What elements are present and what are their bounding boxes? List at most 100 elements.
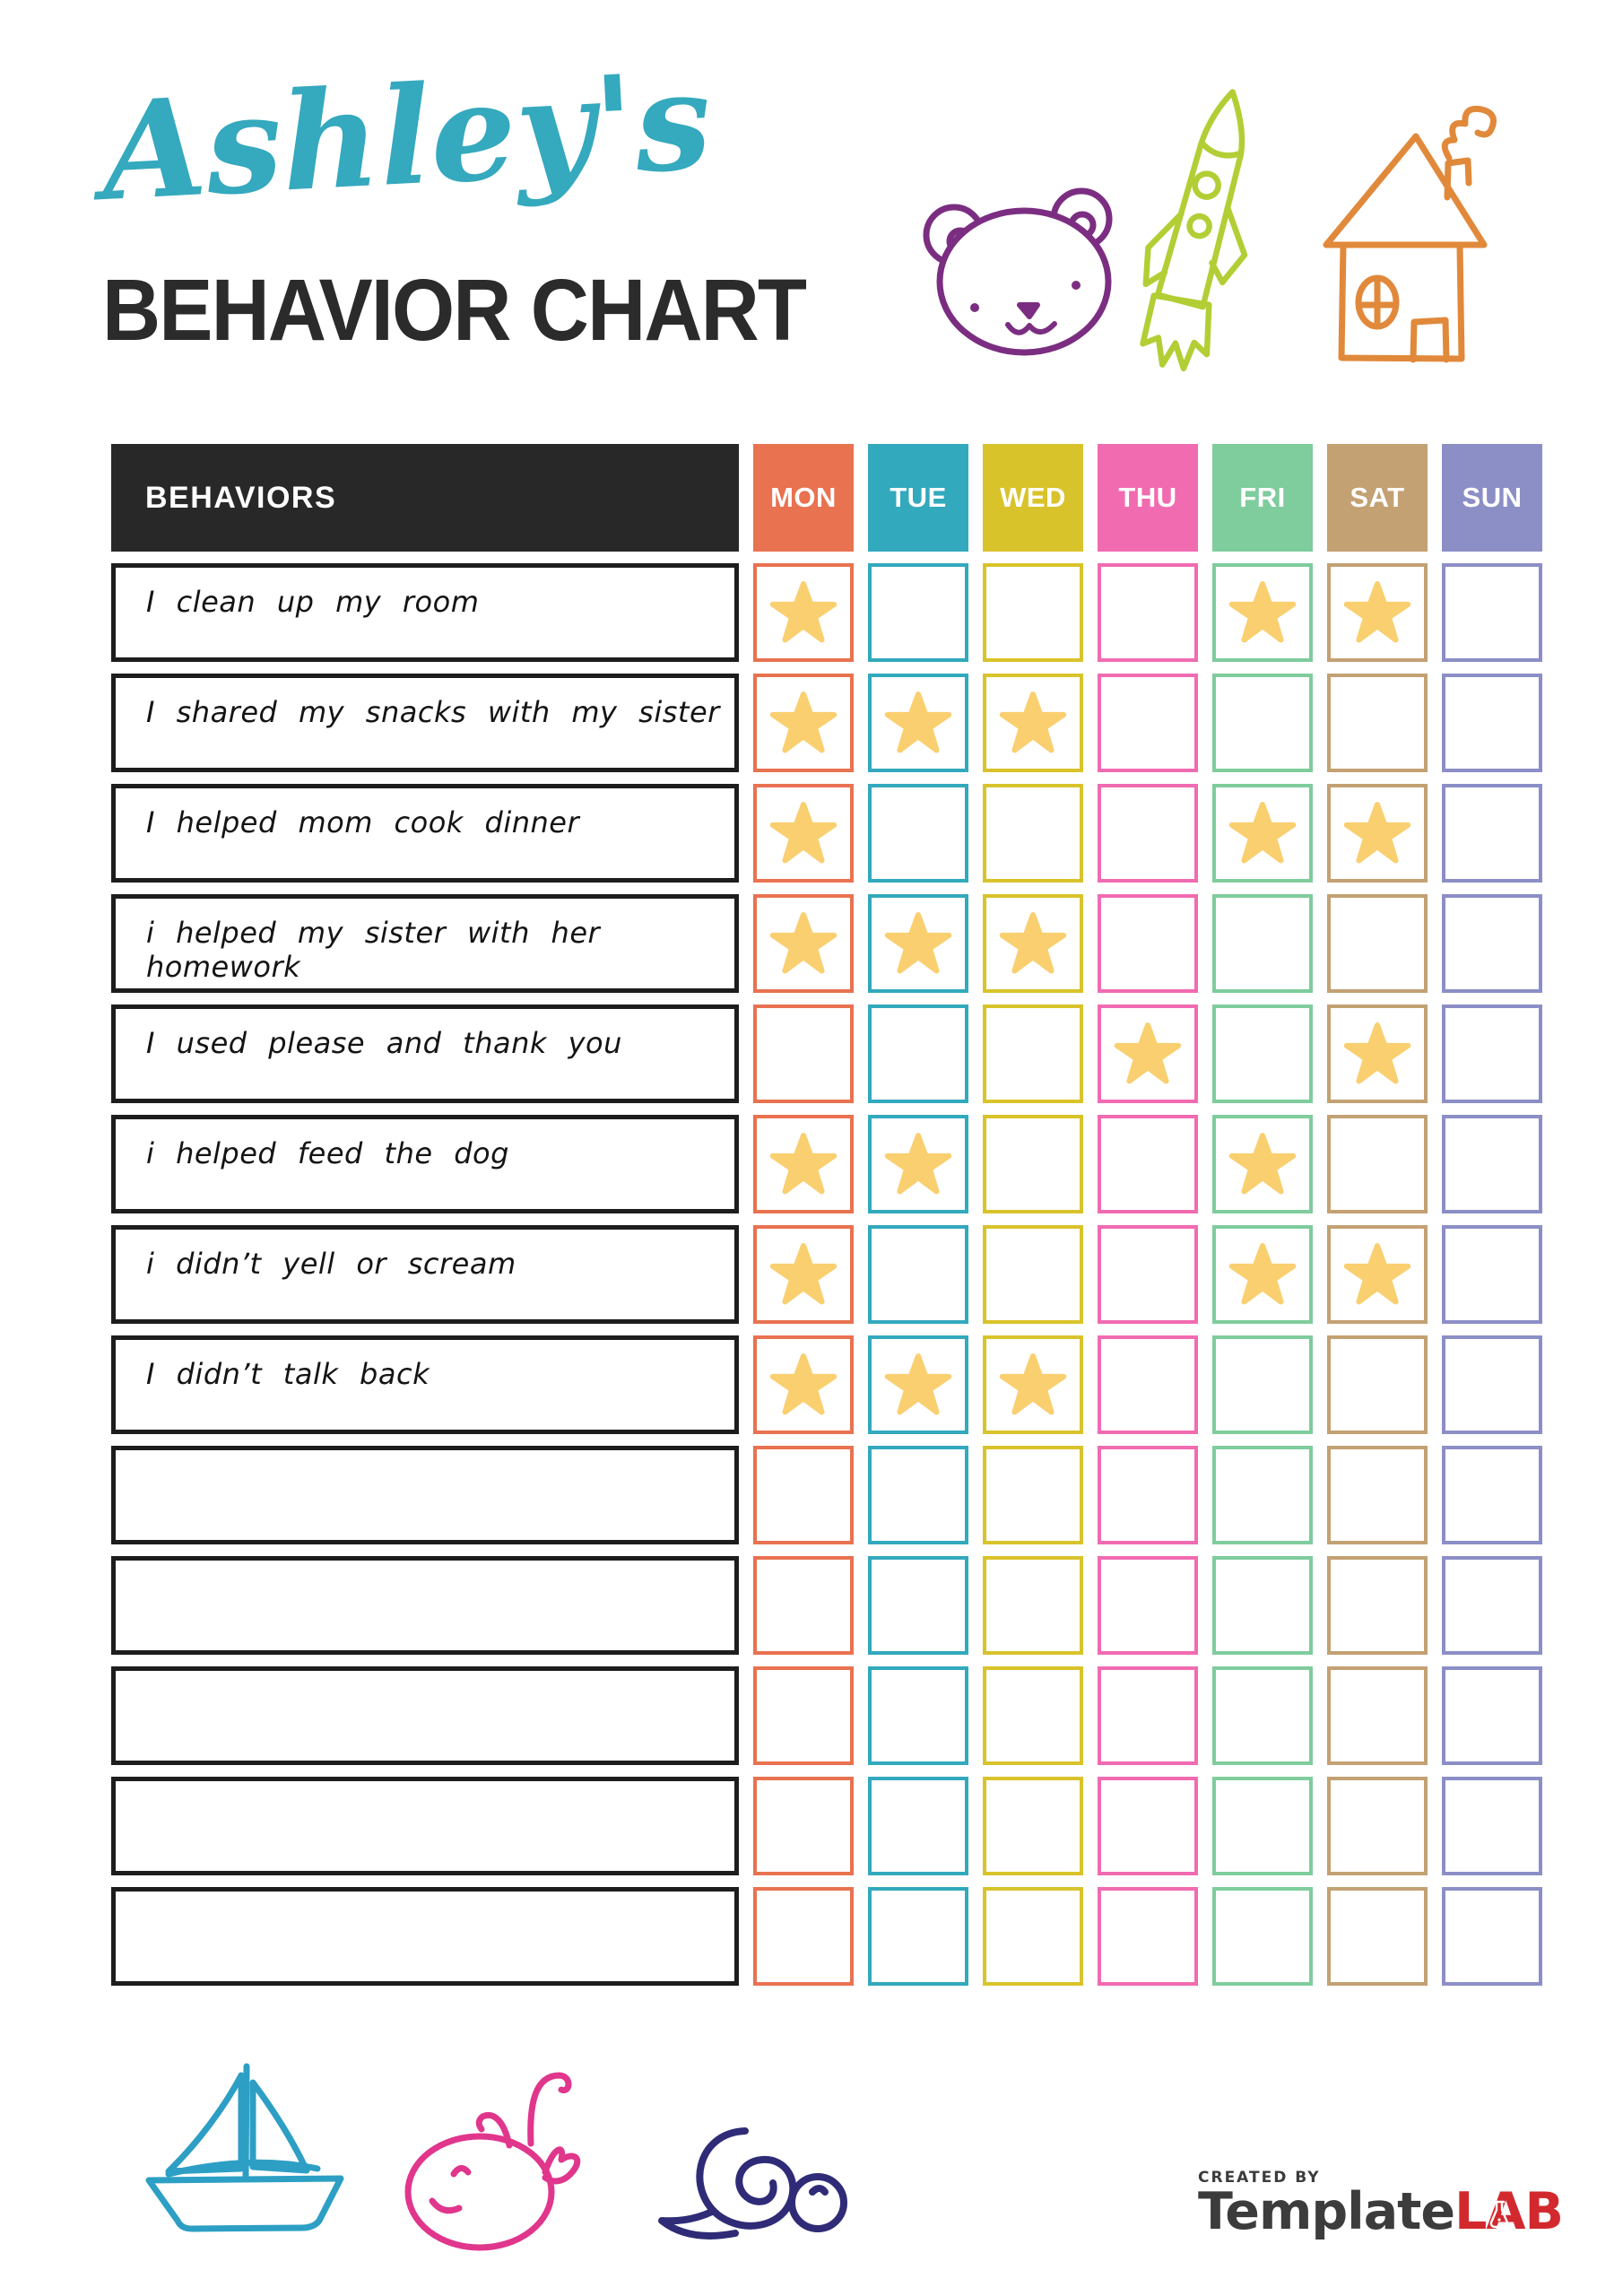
cell-r4-fri[interactable] (1212, 894, 1313, 993)
cell-r9-thu[interactable] (1098, 1446, 1198, 1544)
cell-r7-fri[interactable] (1212, 1225, 1313, 1324)
cell-r8-sat[interactable] (1327, 1335, 1428, 1434)
cell-r2-sat[interactable] (1327, 674, 1428, 772)
cell-r11-sat[interactable] (1327, 1666, 1428, 1765)
cell-r12-tue[interactable] (868, 1777, 968, 1875)
cell-r10-thu[interactable] (1098, 1556, 1198, 1655)
cell-r2-sun[interactable] (1442, 674, 1542, 772)
behavior-cell-r12[interactable] (111, 1777, 739, 1875)
cell-r10-fri[interactable] (1212, 1556, 1313, 1655)
cell-r5-sun[interactable] (1442, 1004, 1542, 1103)
cell-r8-mon[interactable] (753, 1335, 854, 1434)
cell-r6-wed[interactable] (983, 1115, 1083, 1213)
cell-r12-mon[interactable] (753, 1777, 854, 1875)
cell-r3-fri[interactable] (1212, 784, 1313, 883)
cell-r7-tue[interactable] (868, 1225, 968, 1324)
cell-r1-sun[interactable] (1442, 563, 1542, 662)
cell-r7-sat[interactable] (1327, 1225, 1428, 1324)
cell-r6-sat[interactable] (1327, 1115, 1428, 1213)
cell-r2-fri[interactable] (1212, 674, 1313, 772)
cell-r11-sun[interactable] (1442, 1666, 1542, 1765)
cell-r5-fri[interactable] (1212, 1004, 1313, 1103)
cell-r11-tue[interactable] (868, 1666, 968, 1765)
cell-r4-mon[interactable] (753, 894, 854, 993)
cell-r13-mon[interactable] (753, 1887, 854, 1986)
behavior-cell-r1[interactable]: I clean up my room (111, 563, 739, 662)
cell-r2-wed[interactable] (983, 674, 1083, 772)
cell-r5-tue[interactable] (868, 1004, 968, 1103)
behavior-cell-r6[interactable]: i helped feed the dog (111, 1115, 739, 1213)
cell-r7-sun[interactable] (1442, 1225, 1542, 1324)
cell-r4-thu[interactable] (1098, 894, 1198, 993)
cell-r9-tue[interactable] (868, 1446, 968, 1544)
cell-r12-thu[interactable] (1098, 1777, 1198, 1875)
cell-r10-mon[interactable] (753, 1556, 854, 1655)
behavior-cell-r5[interactable]: I used please and thank you (111, 1004, 739, 1103)
cell-r1-tue[interactable] (868, 563, 968, 662)
cell-r3-wed[interactable] (983, 784, 1083, 883)
cell-r5-thu[interactable] (1098, 1004, 1198, 1103)
cell-r2-tue[interactable] (868, 674, 968, 772)
cell-r13-fri[interactable] (1212, 1887, 1313, 1986)
cell-r1-mon[interactable] (753, 563, 854, 662)
behavior-cell-r7[interactable]: i didn’t yell or scream (111, 1225, 739, 1324)
cell-r10-sun[interactable] (1442, 1556, 1542, 1655)
behavior-cell-r3[interactable]: I helped mom cook dinner (111, 784, 739, 883)
cell-r7-mon[interactable] (753, 1225, 854, 1324)
cell-r1-fri[interactable] (1212, 563, 1313, 662)
cell-r3-tue[interactable] (868, 784, 968, 883)
cell-r2-mon[interactable] (753, 674, 854, 772)
cell-r11-thu[interactable] (1098, 1666, 1198, 1765)
cell-r13-wed[interactable] (983, 1887, 1083, 1986)
cell-r10-tue[interactable] (868, 1556, 968, 1655)
cell-r8-tue[interactable] (868, 1335, 968, 1434)
cell-r9-wed[interactable] (983, 1446, 1083, 1544)
cell-r4-sun[interactable] (1442, 894, 1542, 993)
cell-r11-mon[interactable] (753, 1666, 854, 1765)
cell-r6-mon[interactable] (753, 1115, 854, 1213)
cell-r6-tue[interactable] (868, 1115, 968, 1213)
cell-r6-fri[interactable] (1212, 1115, 1313, 1213)
cell-r12-sun[interactable] (1442, 1777, 1542, 1875)
cell-r7-wed[interactable] (983, 1225, 1083, 1324)
cell-r4-sat[interactable] (1327, 894, 1428, 993)
cell-r8-sun[interactable] (1442, 1335, 1542, 1434)
cell-r1-thu[interactable] (1098, 563, 1198, 662)
cell-r13-thu[interactable] (1098, 1887, 1198, 1986)
cell-r3-sun[interactable] (1442, 784, 1542, 883)
cell-r12-wed[interactable] (983, 1777, 1083, 1875)
behavior-cell-r8[interactable]: I didn’t talk back (111, 1335, 739, 1434)
cell-r8-fri[interactable] (1212, 1335, 1313, 1434)
cell-r8-thu[interactable] (1098, 1335, 1198, 1434)
cell-r9-sat[interactable] (1327, 1446, 1428, 1544)
cell-r10-sat[interactable] (1327, 1556, 1428, 1655)
cell-r11-wed[interactable] (983, 1666, 1083, 1765)
cell-r6-thu[interactable] (1098, 1115, 1198, 1213)
cell-r9-sun[interactable] (1442, 1446, 1542, 1544)
cell-r9-fri[interactable] (1212, 1446, 1313, 1544)
cell-r1-sat[interactable] (1327, 563, 1428, 662)
behavior-cell-r13[interactable] (111, 1887, 739, 1986)
cell-r13-tue[interactable] (868, 1887, 968, 1986)
cell-r5-sat[interactable] (1327, 1004, 1428, 1103)
cell-r3-sat[interactable] (1327, 784, 1428, 883)
behavior-cell-r10[interactable] (111, 1556, 739, 1655)
cell-r5-wed[interactable] (983, 1004, 1083, 1103)
behavior-cell-r9[interactable] (111, 1446, 739, 1544)
cell-r6-sun[interactable] (1442, 1115, 1542, 1213)
cell-r12-fri[interactable] (1212, 1777, 1313, 1875)
behavior-cell-r11[interactable] (111, 1666, 739, 1765)
cell-r9-mon[interactable] (753, 1446, 854, 1544)
behavior-cell-r4[interactable]: i helped my sister with her homework (111, 894, 739, 993)
cell-r2-thu[interactable] (1098, 674, 1198, 772)
cell-r5-mon[interactable] (753, 1004, 854, 1103)
cell-r13-sat[interactable] (1327, 1887, 1428, 1986)
cell-r3-mon[interactable] (753, 784, 854, 883)
cell-r1-wed[interactable] (983, 563, 1083, 662)
cell-r4-tue[interactable] (868, 894, 968, 993)
cell-r12-sat[interactable] (1327, 1777, 1428, 1875)
cell-r13-sun[interactable] (1442, 1887, 1542, 1986)
cell-r4-wed[interactable] (983, 894, 1083, 993)
behavior-cell-r2[interactable]: I shared my snacks with my sister (111, 674, 739, 772)
cell-r7-thu[interactable] (1098, 1225, 1198, 1324)
